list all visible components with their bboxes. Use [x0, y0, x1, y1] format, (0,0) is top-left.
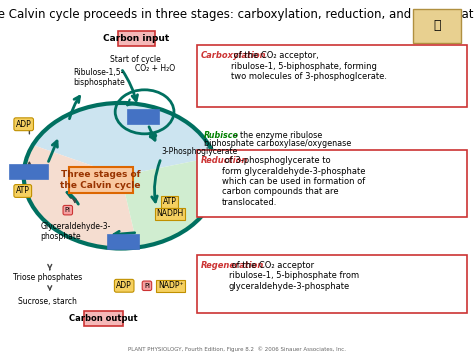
FancyBboxPatch shape	[127, 109, 159, 124]
Text: The Calvin cycle proceeds in three stages: carboxylation, reduction, and regener: The Calvin cycle proceeds in three stage…	[0, 8, 474, 21]
FancyBboxPatch shape	[197, 45, 467, 107]
FancyBboxPatch shape	[9, 164, 48, 179]
Text: Carbon output: Carbon output	[70, 314, 138, 323]
FancyBboxPatch shape	[69, 167, 133, 193]
Text: ADP: ADP	[116, 281, 132, 290]
Text: Reduction: Reduction	[201, 156, 248, 165]
Text: Rubisco: Rubisco	[204, 131, 239, 140]
Text: – the enzyme ribulose: – the enzyme ribulose	[231, 131, 322, 140]
Text: ATP: ATP	[16, 186, 30, 196]
Text: Glyceraldehyde-3-
phosphate: Glyceraldehyde-3- phosphate	[40, 222, 110, 241]
Wedge shape	[121, 157, 218, 247]
Text: NADP⁺: NADP⁺	[158, 281, 183, 290]
FancyBboxPatch shape	[84, 311, 123, 326]
Text: CO₂ + H₂O: CO₂ + H₂O	[135, 64, 175, 73]
FancyBboxPatch shape	[118, 31, 155, 46]
Text: Regeneration: Regeneration	[201, 261, 264, 270]
Text: ADP: ADP	[16, 120, 32, 129]
FancyBboxPatch shape	[197, 150, 467, 217]
Wedge shape	[24, 145, 138, 248]
Text: Triose phosphates: Triose phosphates	[13, 273, 82, 282]
Text: of the CO₂ acceptor
ribulose-1, 5-biphosphate from
glyceraldehyde-3-phosphate: of the CO₂ acceptor ribulose-1, 5-biphos…	[228, 261, 359, 291]
Text: ATP: ATP	[163, 197, 177, 206]
Text: Pi: Pi	[144, 283, 150, 289]
FancyBboxPatch shape	[413, 9, 461, 43]
Text: 🌿: 🌿	[433, 19, 441, 32]
Text: Carboxylation: Carboxylation	[201, 51, 266, 60]
Text: PLANT PHYSIOLOGY, Fourth Edition, Figure 8.2  © 2006 Sinauer Associates, Inc.: PLANT PHYSIOLOGY, Fourth Edition, Figure…	[128, 346, 346, 352]
Text: NADPH: NADPH	[156, 209, 183, 218]
Text: Ribulose-1,5-
bisphosphate: Ribulose-1,5- bisphosphate	[73, 68, 125, 87]
Text: Pi: Pi	[65, 207, 71, 213]
Text: 3-Phosphoglycerate: 3-Phosphoglycerate	[161, 147, 237, 157]
Text: Sucrose, starch: Sucrose, starch	[18, 296, 77, 306]
FancyBboxPatch shape	[107, 234, 139, 249]
Text: biphosphate carboxylase/oxygenase: biphosphate carboxylase/oxygenase	[204, 139, 351, 148]
Text: of 3-phosphoglycerate to
form glyceraldehyde-3-phosphate
which can be used in fo: of 3-phosphoglycerate to form glyceralde…	[222, 156, 365, 207]
FancyBboxPatch shape	[197, 255, 467, 313]
Text: Start of cycle: Start of cycle	[109, 55, 161, 64]
Text: of the CO₂ acceptor,
ribulose-1, 5-biphosphate, forming
two molecules of 3-phosp: of the CO₂ acceptor, ribulose-1, 5-bipho…	[231, 51, 387, 81]
Text: Three stages of
the Calvin cycle: Three stages of the Calvin cycle	[61, 170, 141, 190]
Text: Carbon input: Carbon input	[103, 34, 169, 43]
Wedge shape	[33, 103, 215, 176]
